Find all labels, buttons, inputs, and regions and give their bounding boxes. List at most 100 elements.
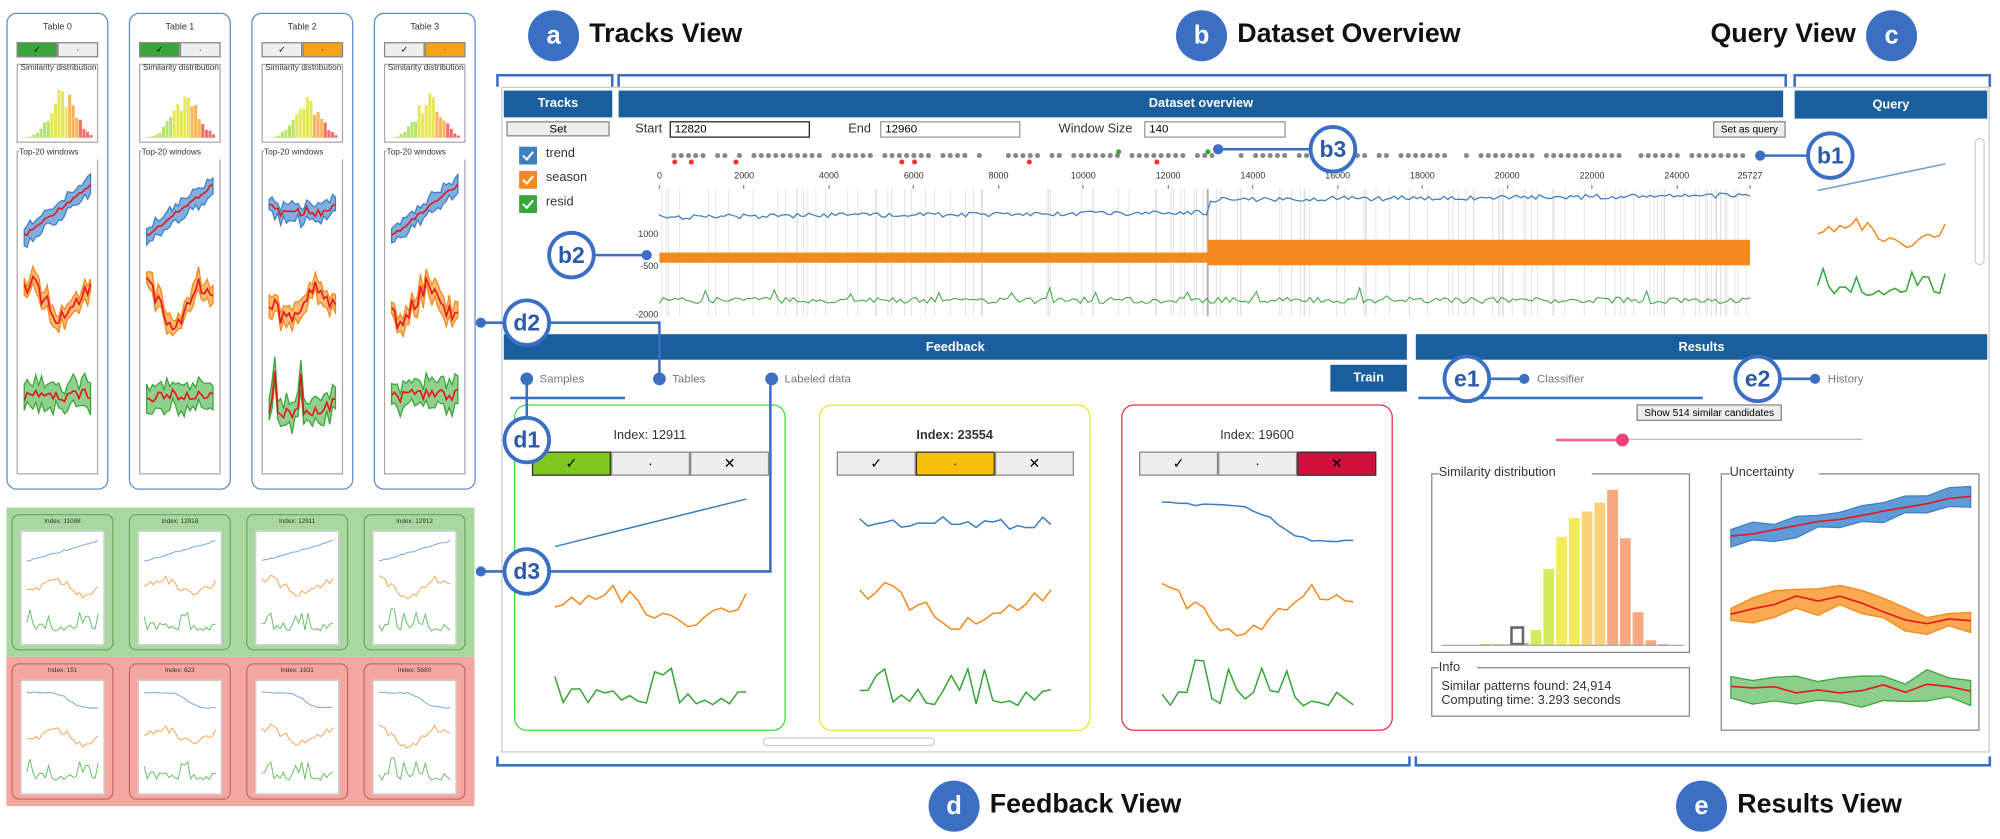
label-button[interactable]: ✕: [994, 451, 1074, 476]
histogram-bar: [280, 131, 284, 138]
end-label: End: [848, 122, 871, 137]
x-tick: [1676, 184, 1678, 189]
label-button[interactable]: ·: [179, 42, 221, 58]
window-dot: [976, 153, 982, 159]
mean-line: [145, 276, 214, 332]
window-label: Window Size: [1058, 122, 1133, 137]
tab[interactable]: Labeled data: [784, 372, 851, 386]
labeled-card-title: Index: 12911: [278, 517, 316, 526]
window-dot: [845, 153, 852, 159]
labeled-card-title: Index: 1631: [280, 667, 314, 675]
sparkline: [26, 727, 99, 748]
sparkline: [859, 666, 1052, 707]
window-dot: [1296, 153, 1302, 159]
anchor-dot: [654, 373, 665, 384]
histogram-bar: [323, 122, 327, 138]
tab[interactable]: History: [1827, 372, 1864, 386]
window-dot: [1427, 153, 1433, 159]
line: [554, 666, 747, 706]
mean-line: [146, 184, 214, 236]
label-button[interactable]: ✓: [261, 42, 303, 58]
scrollbar: [1974, 137, 1985, 266]
connector: [496, 73, 614, 87]
window-dot: [678, 153, 684, 159]
histogram-bar: [197, 119, 201, 138]
histogram-bar: [1568, 517, 1580, 646]
window-dot: [1740, 153, 1746, 159]
slider-knob[interactable]: [1616, 433, 1629, 447]
track-checkbox[interactable]: [519, 170, 537, 189]
labeled-card-title: Index: 151: [47, 667, 78, 675]
label-button[interactable]: ✓: [139, 42, 180, 58]
window-dot: [867, 153, 873, 159]
sparkline: [143, 691, 216, 709]
histogram-bar: [1492, 644, 1504, 646]
label-button[interactable]: ✕: [1297, 451, 1377, 476]
line: [1161, 501, 1354, 543]
track-checkbox[interactable]: [519, 146, 537, 165]
track-checkbox[interactable]: [519, 195, 537, 214]
window-dot: [816, 153, 822, 159]
tab[interactable]: Classifier: [1536, 372, 1585, 386]
label-button[interactable]: ·: [57, 42, 99, 58]
tab[interactable]: Samples: [539, 372, 585, 386]
label-button[interactable]: ·: [915, 451, 995, 476]
line: [859, 515, 1052, 531]
sparkline: [378, 724, 451, 749]
tab[interactable]: Tables: [672, 372, 706, 386]
window-dot: [1144, 153, 1150, 159]
histogram-bar: [1556, 536, 1567, 646]
train-button[interactable]: Train: [1330, 364, 1407, 392]
info-line: Computing time: 3.293 seconds: [1441, 693, 1621, 708]
window-dot: [1005, 153, 1011, 159]
window-dot: [1652, 153, 1659, 159]
end-input[interactable]: 12960: [880, 121, 1021, 138]
label-button[interactable]: ✓: [1139, 451, 1219, 476]
window-input[interactable]: 140: [1144, 121, 1286, 138]
negative-dot: [688, 159, 694, 165]
mean-line: [268, 281, 337, 324]
window-dot: [1253, 153, 1259, 159]
set-query-button[interactable]: Set as query: [1713, 121, 1786, 138]
window-dot: [1151, 153, 1157, 159]
label-button[interactable]: ·: [610, 451, 691, 476]
window-dot: [1725, 153, 1731, 159]
line: [26, 540, 99, 562]
sparkline: [268, 193, 337, 229]
line: [378, 608, 451, 632]
label-button[interactable]: ·: [302, 42, 344, 58]
histogram-bar: [406, 126, 410, 138]
histogram-bar: [442, 120, 446, 138]
window-dot: [889, 153, 895, 159]
sparkline: [1161, 582, 1354, 637]
anchor-dot: [475, 566, 486, 577]
window-dot: [1376, 153, 1382, 159]
window-dot: [722, 153, 728, 159]
line: [261, 574, 334, 597]
label-button[interactable]: ·: [424, 42, 466, 58]
label-button[interactable]: ✓: [16, 42, 58, 58]
labeled-card-body: [372, 530, 457, 646]
x-tick-label: 0: [656, 172, 662, 182]
window-dot: [1209, 153, 1215, 159]
sparkline: [261, 539, 334, 561]
start-input[interactable]: 12820: [669, 121, 810, 138]
anchor-dot: [1809, 373, 1821, 384]
sparkline: [554, 498, 747, 548]
callout-badge: e: [1676, 780, 1728, 832]
label-button[interactable]: ·: [1218, 451, 1298, 476]
histogram-bar: [1619, 538, 1631, 646]
label-button[interactable]: ✓: [836, 451, 916, 476]
labeled-card: [11, 663, 114, 800]
histogram-bar: [64, 107, 68, 138]
window-dot: [1173, 153, 1179, 159]
window-dot: [904, 153, 910, 159]
label-button[interactable]: ✓: [383, 42, 425, 58]
set-button[interactable]: Set: [506, 121, 610, 137]
resid-line: [658, 286, 1751, 305]
uncertainty-box: [1720, 473, 1980, 731]
candidates-button[interactable]: Show 514 similar candidates: [1636, 404, 1782, 421]
line: [1817, 163, 1946, 192]
label-button[interactable]: ✕: [690, 451, 770, 476]
histogram-bar: [431, 97, 435, 138]
